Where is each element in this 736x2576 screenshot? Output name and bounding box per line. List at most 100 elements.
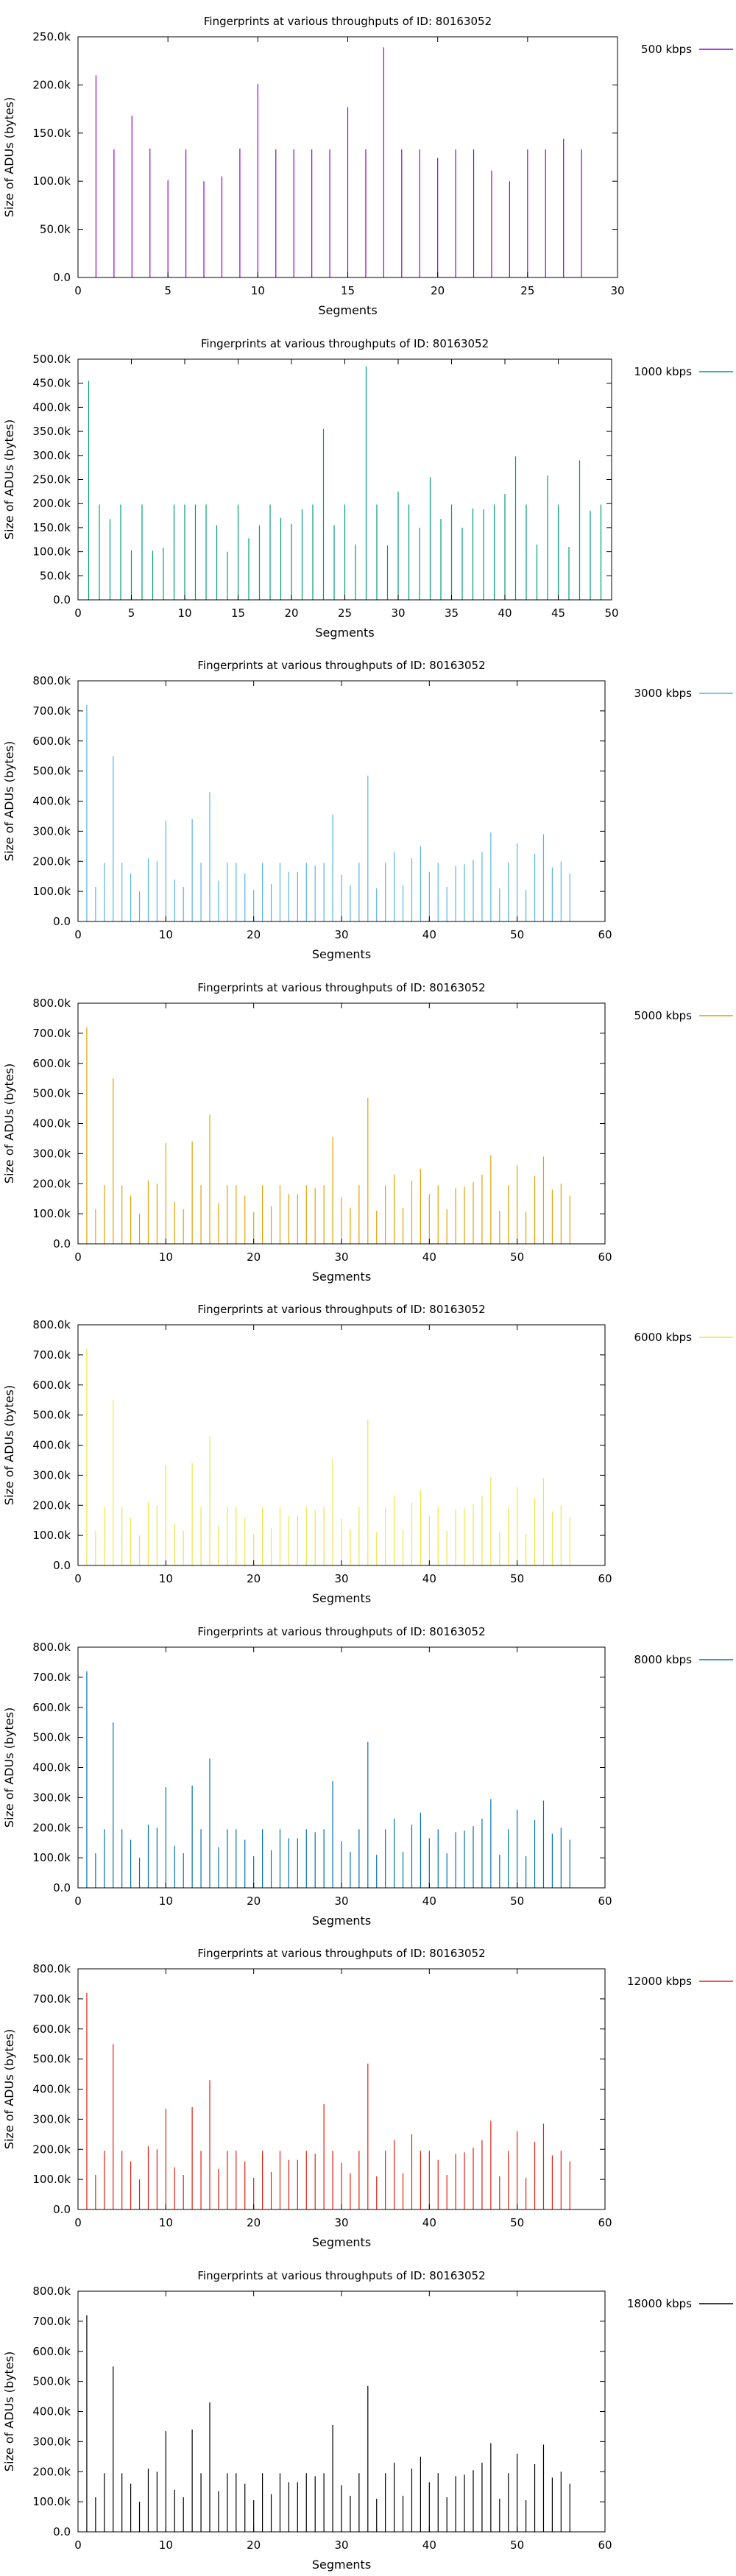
y-tick-label: 50.0k [40, 569, 71, 582]
y-tick-label: 0.0 [53, 915, 71, 928]
legend-label: 6000 kbps [634, 1331, 693, 1344]
y-tick-label: 0.0 [53, 1881, 71, 1894]
x-tick-label: 0 [74, 928, 82, 941]
y-tick-label: 700.0k [32, 2314, 71, 2327]
x-tick-label: 30 [334, 1250, 348, 1264]
y-tick-label: 300.0k [32, 1791, 71, 1804]
x-tick-label: 30 [334, 2216, 348, 2229]
y-axis-label: Size of ADUs (bytes) [2, 2351, 16, 2471]
y-tick-label: 800.0k [32, 2285, 71, 2298]
x-tick-label: 60 [598, 2538, 612, 2552]
x-tick-label: 50 [510, 1250, 524, 1264]
y-tick-label: 400.0k [32, 2405, 71, 2418]
x-tick-label: 30 [610, 284, 624, 297]
y-tick-label: 50.0k [40, 223, 71, 236]
chart-title: Fingerprints at various throughputs of I… [197, 1303, 485, 1316]
y-tick-label: 200.0k [32, 78, 71, 91]
y-tick-label: 100.0k [32, 1851, 71, 1864]
x-axis-label: Segments [312, 1591, 371, 1605]
y-tick-label: 400.0k [32, 1439, 71, 1452]
x-axis-label: Segments [312, 2235, 371, 2249]
y-tick-label: 450.0k [32, 376, 71, 389]
x-tick-label: 50 [510, 2216, 524, 2229]
x-tick-label: 15 [341, 284, 355, 297]
x-tick-label: 0 [74, 1894, 82, 1908]
x-axis-label: Segments [318, 303, 377, 317]
chart-title: Fingerprints at various throughputs of I… [197, 2269, 485, 2282]
x-tick-label: 30 [334, 1894, 348, 1908]
y-tick-label: 500.0k [32, 765, 71, 778]
y-tick-label: 100.0k [32, 2173, 71, 2186]
x-tick-label: 20 [247, 1572, 261, 1585]
chart-title: Fingerprints at various throughputs of I… [197, 1947, 485, 1960]
y-tick-label: 500.0k [32, 2053, 71, 2066]
y-tick-label: 800.0k [32, 1641, 71, 1654]
x-tick-label: 20 [247, 928, 261, 941]
y-tick-label: 300.0k [32, 824, 71, 838]
x-tick-label: 25 [520, 284, 534, 297]
chart-panel-3: Fingerprints at various throughputs of I… [2, 659, 733, 961]
legend-label: 500 kbps [641, 43, 692, 56]
x-tick-label: 60 [598, 1894, 612, 1908]
x-tick-label: 60 [598, 1572, 612, 1585]
y-tick-label: 250.0k [32, 30, 71, 43]
y-axis-label: Size of ADUs (bytes) [2, 2029, 16, 2149]
y-axis-label: Size of ADUs (bytes) [2, 741, 16, 861]
y-axis-label: Size of ADUs (bytes) [2, 1707, 16, 1827]
y-tick-label: 100.0k [32, 1207, 71, 1220]
y-tick-label: 250.0k [32, 473, 71, 486]
x-tick-label: 0 [74, 2538, 82, 2552]
x-tick-label: 20 [247, 1250, 261, 1264]
x-tick-label: 30 [334, 928, 348, 941]
x-tick-label: 25 [338, 606, 352, 620]
y-tick-label: 200.0k [32, 854, 71, 868]
y-tick-label: 500.0k [32, 353, 71, 366]
x-tick-label: 10 [159, 928, 173, 941]
x-tick-label: 35 [445, 606, 459, 620]
x-tick-label: 40 [422, 928, 436, 941]
y-tick-label: 100.0k [32, 885, 71, 898]
chart-panel-8: Fingerprints at various throughputs of I… [2, 2269, 733, 2572]
y-axis-label: Size of ADUs (bytes) [2, 419, 16, 539]
x-tick-label: 50 [510, 2538, 524, 2552]
chart-panel-2: Fingerprints at various throughputs of I… [2, 337, 733, 640]
x-axis-label: Segments [312, 1914, 371, 1928]
y-tick-label: 0.0 [53, 2525, 71, 2538]
y-tick-label: 200.0k [32, 1177, 71, 1190]
x-axis-label: Segments [312, 1270, 371, 1284]
x-tick-label: 20 [247, 1894, 261, 1908]
y-tick-label: 300.0k [32, 2435, 71, 2448]
y-tick-label: 300.0k [32, 1147, 71, 1160]
y-tick-label: 100.0k [32, 545, 71, 558]
x-tick-label: 0 [74, 606, 82, 620]
y-tick-label: 400.0k [32, 1117, 71, 1130]
x-tick-label: 0 [74, 284, 82, 297]
y-tick-label: 700.0k [32, 1026, 71, 1039]
y-tick-label: 0.0 [53, 2203, 71, 2216]
x-tick-label: 0 [74, 1250, 82, 1264]
y-tick-label: 350.0k [32, 425, 71, 438]
y-tick-label: 500.0k [32, 1409, 71, 1422]
legend-label: 5000 kbps [634, 1009, 693, 1022]
x-tick-label: 0 [74, 2216, 82, 2229]
x-tick-label: 10 [159, 1250, 173, 1264]
y-tick-label: 150.0k [32, 520, 71, 534]
y-tick-label: 300.0k [32, 2112, 71, 2126]
x-tick-label: 0 [74, 1572, 82, 1585]
x-tick-label: 15 [231, 606, 245, 620]
y-axis-label: Size of ADUs (bytes) [2, 97, 16, 217]
x-tick-label: 50 [604, 606, 618, 620]
y-tick-label: 100.0k [32, 174, 71, 188]
y-tick-label: 200.0k [32, 1498, 71, 1512]
x-tick-label: 10 [159, 1894, 173, 1908]
y-tick-label: 200.0k [32, 1821, 71, 1834]
y-tick-label: 800.0k [32, 1962, 71, 1975]
y-tick-label: 600.0k [32, 735, 71, 748]
x-tick-label: 10 [159, 2538, 173, 2552]
x-tick-label: 60 [598, 1250, 612, 1264]
y-tick-label: 700.0k [32, 1670, 71, 1683]
chart-title: Fingerprints at various throughputs of I… [197, 1625, 485, 1638]
y-tick-label: 200.0k [32, 497, 71, 510]
legend-label: 3000 kbps [634, 687, 693, 700]
chart-panel-6: Fingerprints at various throughputs of I… [2, 1625, 733, 1928]
